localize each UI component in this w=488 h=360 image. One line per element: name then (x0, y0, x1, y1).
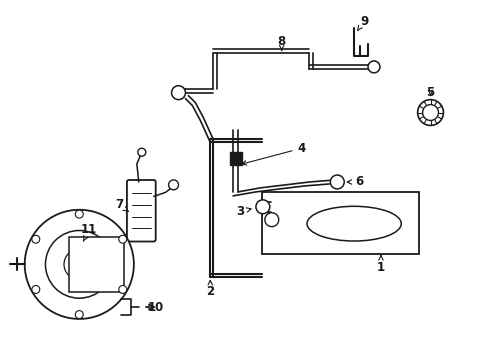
Text: 6: 6 (346, 175, 363, 189)
Text: 10: 10 (147, 301, 163, 314)
Circle shape (32, 285, 40, 293)
Text: 3: 3 (236, 205, 250, 218)
Circle shape (264, 213, 278, 227)
Circle shape (255, 200, 269, 214)
Text: 2: 2 (206, 280, 214, 298)
Polygon shape (230, 152, 236, 165)
Circle shape (171, 86, 185, 100)
Circle shape (32, 235, 40, 243)
Circle shape (25, 210, 134, 319)
Text: 1: 1 (376, 255, 384, 274)
Circle shape (168, 180, 178, 190)
Circle shape (75, 210, 83, 218)
Text: 8: 8 (277, 35, 285, 50)
FancyBboxPatch shape (262, 192, 418, 255)
Circle shape (330, 175, 344, 189)
Text: 11: 11 (81, 223, 97, 241)
Text: 9: 9 (357, 15, 367, 31)
FancyBboxPatch shape (127, 180, 155, 242)
Text: 5: 5 (426, 86, 434, 99)
Text: 4: 4 (242, 142, 305, 165)
Circle shape (45, 230, 113, 298)
Text: 7: 7 (115, 198, 128, 211)
Circle shape (422, 105, 438, 121)
Circle shape (119, 235, 126, 243)
Ellipse shape (306, 206, 401, 241)
Circle shape (75, 311, 83, 319)
Polygon shape (236, 152, 242, 165)
Circle shape (138, 148, 145, 156)
Circle shape (64, 249, 94, 280)
FancyBboxPatch shape (69, 237, 123, 292)
Circle shape (417, 100, 443, 125)
Circle shape (367, 61, 379, 73)
Circle shape (119, 285, 126, 293)
